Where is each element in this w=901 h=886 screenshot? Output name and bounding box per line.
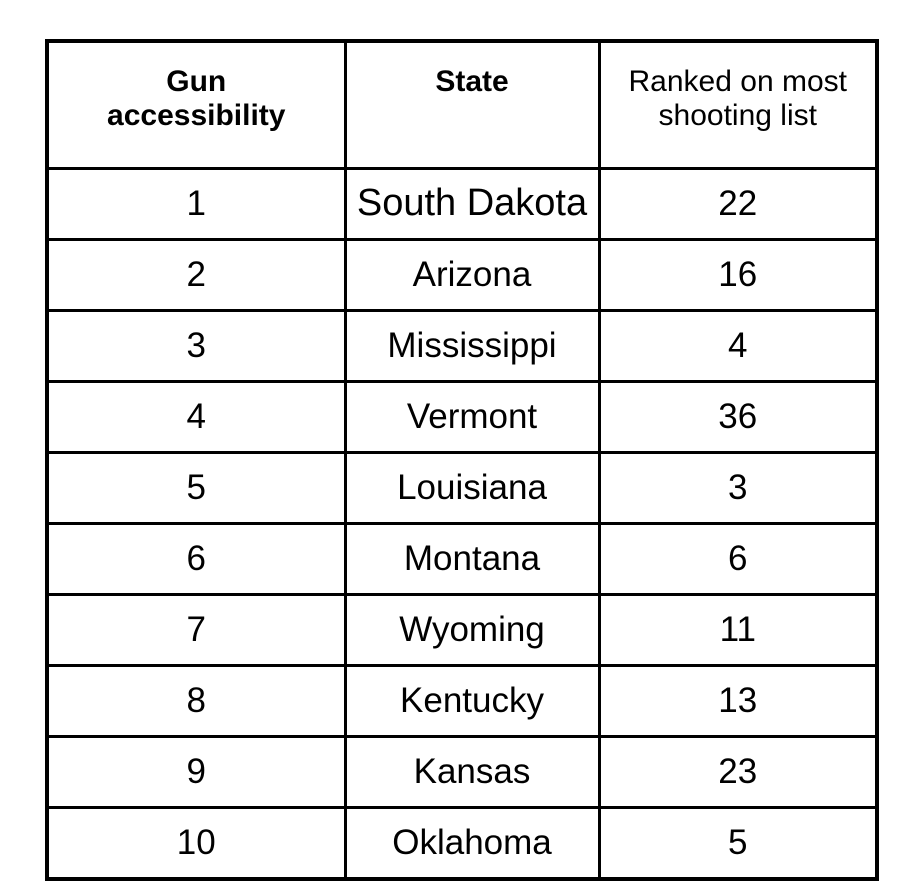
state-cell: Montana: [343, 522, 601, 596]
rank-cell: 2: [45, 238, 347, 312]
shooting-rank-cell: 4: [597, 309, 879, 383]
state-cell: Vermont: [343, 380, 601, 454]
table-row: 7 Wyoming 11: [45, 593, 879, 667]
gun-accessibility-table-container: Gun accessibility State Ranked on most s…: [45, 39, 879, 881]
shooting-rank-cell: 36: [597, 380, 879, 454]
shooting-rank-cell: 3: [597, 451, 879, 525]
table-body: 1 South Dakota 22 2 Arizona 16 3 Mississ…: [45, 167, 879, 881]
rank-cell: 3: [45, 309, 347, 383]
state-cell: Oklahoma: [343, 806, 601, 881]
table-row: 5 Louisiana 3: [45, 451, 879, 525]
rank-cell: 5: [45, 451, 347, 525]
shooting-rank-cell: 16: [597, 238, 879, 312]
rank-cell: 7: [45, 593, 347, 667]
header-shooting-rank-label: Ranked on most shooting list: [628, 65, 847, 132]
state-cell: Arizona: [343, 238, 601, 312]
table-row: 2 Arizona 16: [45, 238, 879, 312]
rank-cell: 9: [45, 735, 347, 809]
header-state-label: State: [435, 65, 509, 98]
rank-cell: 1: [45, 167, 347, 241]
state-cell: Mississippi: [343, 309, 601, 383]
shooting-rank-cell: 6: [597, 522, 879, 596]
rank-cell: 6: [45, 522, 347, 596]
table-row: 4 Vermont 36: [45, 380, 879, 454]
rank-cell: 8: [45, 664, 347, 738]
table-row: 1 South Dakota 22: [45, 167, 879, 241]
header-state: State: [343, 39, 601, 170]
table-row: 6 Montana 6: [45, 522, 879, 596]
state-cell: South Dakota: [343, 167, 601, 241]
rank-cell: 4: [45, 380, 347, 454]
header-row: Gun accessibility State Ranked on most s…: [45, 39, 879, 170]
rank-cell: 10: [45, 806, 347, 881]
state-cell: Wyoming: [343, 593, 601, 667]
header-gun-accessibility-label: Gun accessibility: [107, 65, 286, 132]
header-shooting-rank: Ranked on most shooting list: [597, 39, 879, 170]
gun-accessibility-table: Gun accessibility State Ranked on most s…: [45, 39, 879, 881]
shooting-rank-cell: 13: [597, 664, 879, 738]
table-header: Gun accessibility State Ranked on most s…: [45, 39, 879, 170]
table-row: 3 Mississippi 4: [45, 309, 879, 383]
table-row: 8 Kentucky 13: [45, 664, 879, 738]
state-cell: Kentucky: [343, 664, 601, 738]
header-gun-accessibility: Gun accessibility: [45, 39, 347, 170]
shooting-rank-cell: 11: [597, 593, 879, 667]
state-cell: Louisiana: [343, 451, 601, 525]
shooting-rank-cell: 22: [597, 167, 879, 241]
shooting-rank-cell: 23: [597, 735, 879, 809]
shooting-rank-cell: 5: [597, 806, 879, 881]
table-row: 10 Oklahoma 5: [45, 806, 879, 881]
table-row: 9 Kansas 23: [45, 735, 879, 809]
state-cell: Kansas: [343, 735, 601, 809]
